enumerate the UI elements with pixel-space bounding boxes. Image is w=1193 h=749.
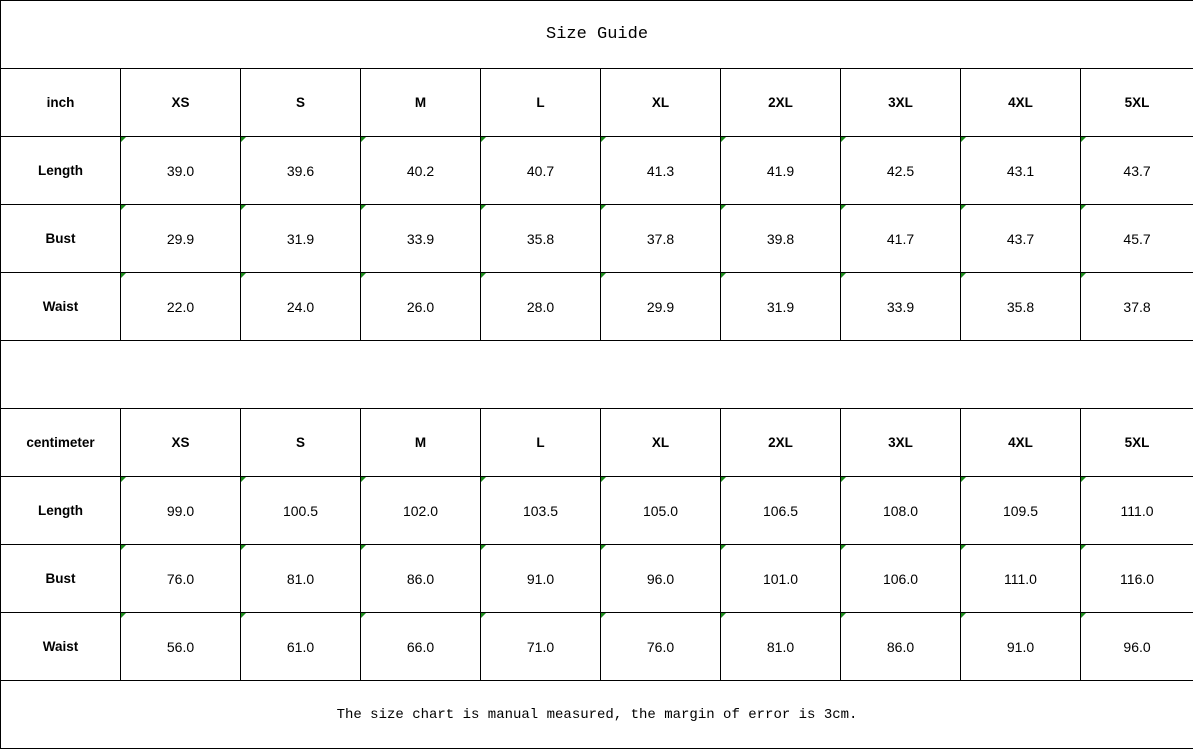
table-row: Length 99.0 100.5 102.0 103.5 105.0 106.5 108.0… <box>0 476 1193 545</box>
measurement-cell: 106.5 <box>720 476 841 545</box>
size-header: S <box>240 68 361 137</box>
measurement-cell: 86.0 <box>840 612 961 681</box>
measurement-cell: 76.0 <box>120 544 241 613</box>
measurement-cell: 81.0 <box>720 612 841 681</box>
measurement-cell: 33.9 <box>840 272 961 341</box>
row-label: Length <box>0 136 121 205</box>
measurement-cell: 66.0 <box>360 612 481 681</box>
size-header: 3XL <box>840 408 961 477</box>
measurement-cell: 99.0 <box>120 476 241 545</box>
size-header: 5XL <box>1079 408 1193 477</box>
measurement-cell: 41.9 <box>720 136 841 205</box>
spacer-cell <box>0 340 1193 409</box>
unit-label: centimeter <box>0 408 121 477</box>
measurement-cell: 24.0 <box>240 272 361 341</box>
size-header: XL <box>600 68 721 137</box>
measurement-cell: 71.0 <box>480 612 601 681</box>
size-header: L <box>480 68 601 137</box>
size-header: S <box>240 408 361 477</box>
header-row: inch XS S M L XL 2XL 3XL 4XL 5XL <box>0 68 1193 137</box>
spacer-row <box>0 340 1193 409</box>
measurement-cell: 41.3 <box>600 136 721 205</box>
measurement-cell: 111.0 <box>960 544 1081 613</box>
measurement-cell: 42.5 <box>840 136 961 205</box>
table-row: Bust 76.0 81.0 86.0 91.0 96.0 101.0 106.0 111.0 1… <box>0 544 1193 613</box>
measurement-cell: 35.8 <box>480 204 601 273</box>
measurement-cell: 37.8 <box>1079 272 1193 341</box>
header-row: centimeter XS S M L XL 2XL 3XL 4XL 5XL <box>0 408 1193 477</box>
measurement-cell: 106.0 <box>840 544 961 613</box>
size-header: M <box>360 408 481 477</box>
size-header: 5XL <box>1079 68 1193 137</box>
measurement-cell: 61.0 <box>240 612 361 681</box>
size-header: 2XL <box>720 408 841 477</box>
table-row: Bust 29.9 31.9 33.9 35.8 37.8 39.8 41.7 43.7 45.7 <box>0 204 1193 273</box>
measurement-cell: 28.0 <box>480 272 601 341</box>
measurement-cell: 102.0 <box>360 476 481 545</box>
size-header: XL <box>600 408 721 477</box>
size-header: XS <box>120 68 241 137</box>
unit-label: inch <box>0 68 121 137</box>
measurement-cell: 103.5 <box>480 476 601 545</box>
measurement-cell: 56.0 <box>120 612 241 681</box>
measurement-cell: 43.7 <box>1079 136 1193 205</box>
measurement-cell: 35.8 <box>960 272 1081 341</box>
measurement-cell: 108.0 <box>840 476 961 545</box>
table-row: Waist 22.0 24.0 26.0 28.0 29.9 31.9 33.9 35.8 37.… <box>0 272 1193 341</box>
measurement-cell: 41.7 <box>840 204 961 273</box>
measurement-cell: 96.0 <box>1079 612 1193 681</box>
measurement-cell: 81.0 <box>240 544 361 613</box>
measurement-cell: 40.2 <box>360 136 481 205</box>
measurement-cell: 91.0 <box>960 612 1081 681</box>
page-title: Size Guide <box>0 0 1193 69</box>
measurement-cell: 33.9 <box>360 204 481 273</box>
measurement-cell: 26.0 <box>360 272 481 341</box>
measurement-cell: 76.0 <box>600 612 721 681</box>
measurement-cell: 37.8 <box>600 204 721 273</box>
measurement-cell: 111.0 <box>1079 476 1193 545</box>
size-header: XS <box>120 408 241 477</box>
measurement-cell: 39.6 <box>240 136 361 205</box>
measurement-cell: 86.0 <box>360 544 481 613</box>
measurement-cell: 101.0 <box>720 544 841 613</box>
size-header: L <box>480 408 601 477</box>
measurement-cell: 22.0 <box>120 272 241 341</box>
measurement-cell: 31.9 <box>240 204 361 273</box>
row-label: Bust <box>0 544 121 613</box>
measurement-cell: 105.0 <box>600 476 721 545</box>
size-header: 2XL <box>720 68 841 137</box>
measurement-cell: 109.5 <box>960 476 1081 545</box>
measurement-note: The size chart is manual measured, the m… <box>0 680 1193 749</box>
measurement-cell: 91.0 <box>480 544 601 613</box>
table-row: Length 39.0 39.6 40.2 40.7 41.3 41.9 42.5 43.1 43… <box>0 136 1193 205</box>
size-header: M <box>360 68 481 137</box>
size-header: 3XL <box>840 68 961 137</box>
table-row: Waist 56.0 61.0 66.0 71.0 76.0 81.0 86.0 91.0 96.… <box>0 612 1193 681</box>
size-header: 4XL <box>960 68 1081 137</box>
title-row: Size Guide <box>0 0 1193 69</box>
measurement-cell: 116.0 <box>1079 544 1193 613</box>
row-label: Waist <box>0 612 121 681</box>
measurement-cell: 96.0 <box>600 544 721 613</box>
measurement-cell: 39.8 <box>720 204 841 273</box>
row-label: Length <box>0 476 121 545</box>
measurement-cell: 29.9 <box>600 272 721 341</box>
measurement-cell: 31.9 <box>720 272 841 341</box>
measurement-cell: 39.0 <box>120 136 241 205</box>
measurement-cell: 100.5 <box>240 476 361 545</box>
row-label: Bust <box>0 204 121 273</box>
measurement-cell: 43.7 <box>960 204 1081 273</box>
measurement-cell: 45.7 <box>1079 204 1193 273</box>
measurement-cell: 43.1 <box>960 136 1081 205</box>
row-label: Waist <box>0 272 121 341</box>
measurement-cell: 40.7 <box>480 136 601 205</box>
size-header: 4XL <box>960 408 1081 477</box>
note-row: The size chart is manual measured, the m… <box>0 680 1193 749</box>
measurement-cell: 29.9 <box>120 204 241 273</box>
